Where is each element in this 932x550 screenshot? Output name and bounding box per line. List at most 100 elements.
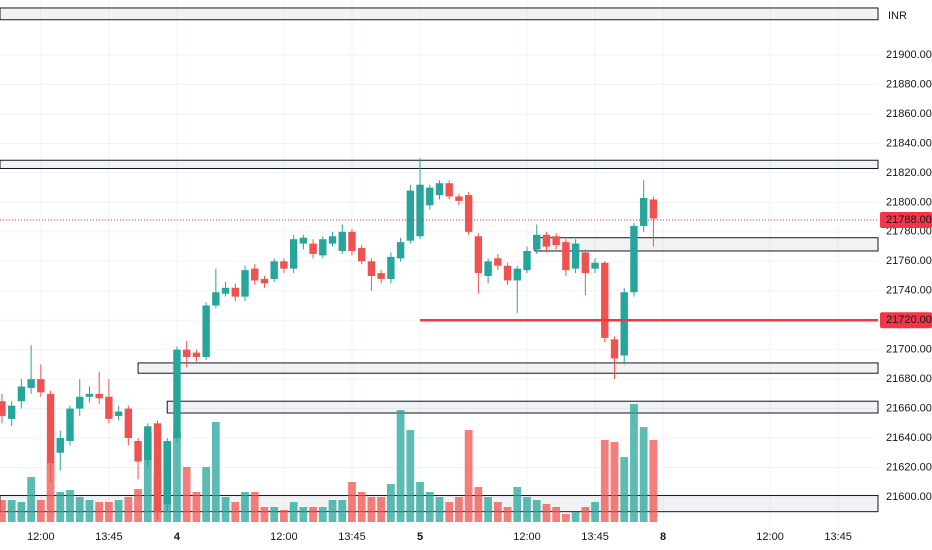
candle-body bbox=[260, 278, 269, 284]
candle-body bbox=[523, 250, 531, 271]
volume-bar bbox=[493, 502, 502, 522]
candle-body bbox=[358, 248, 366, 262]
candle-body bbox=[144, 426, 152, 461]
candle-body bbox=[396, 242, 405, 259]
volume-bar bbox=[260, 507, 269, 522]
last-price-label: 21788.00 bbox=[886, 214, 932, 226]
candle-body bbox=[513, 268, 521, 281]
candle-body bbox=[37, 379, 45, 393]
y-tick-label: 21900.00 bbox=[886, 49, 932, 61]
candle-body bbox=[503, 265, 512, 281]
volume-bar bbox=[134, 489, 142, 522]
x-tick-label: 13:45 bbox=[824, 531, 852, 543]
volume-bar bbox=[630, 404, 638, 522]
candle-body bbox=[202, 305, 210, 358]
candle-body bbox=[309, 243, 317, 254]
candle-body bbox=[299, 237, 308, 244]
volume-bar bbox=[105, 502, 113, 522]
volume-bar bbox=[416, 482, 424, 522]
zone bbox=[0, 159, 879, 169]
volume-bar bbox=[280, 510, 288, 522]
volume-bar bbox=[484, 497, 492, 522]
volume-bar bbox=[435, 497, 444, 522]
candle-body bbox=[212, 292, 220, 306]
zone bbox=[166, 400, 879, 414]
volume-bar bbox=[17, 502, 26, 522]
y-tick-label: 21780.00 bbox=[886, 226, 932, 238]
candle-body bbox=[221, 287, 230, 294]
candle-body bbox=[484, 261, 492, 277]
volume-bar bbox=[114, 500, 123, 522]
volume-bar bbox=[27, 477, 36, 522]
candle-body bbox=[562, 242, 570, 271]
x-tick-label: 5 bbox=[417, 531, 423, 543]
y-tick-label: 21880.00 bbox=[886, 78, 932, 90]
candle-body bbox=[95, 393, 103, 399]
candle-body bbox=[280, 261, 288, 269]
y-tick-label: 21840.00 bbox=[886, 137, 932, 149]
volume-bar bbox=[571, 512, 580, 522]
zone bbox=[534, 237, 879, 252]
volume-bar bbox=[513, 487, 522, 522]
candle-body bbox=[377, 273, 385, 279]
volume-bar bbox=[270, 507, 279, 522]
candle-body bbox=[231, 287, 239, 297]
candle-body bbox=[163, 440, 171, 505]
volume-bar bbox=[600, 440, 609, 522]
volume-bar bbox=[95, 502, 104, 522]
candle-body bbox=[85, 393, 94, 397]
volume-bar bbox=[7, 500, 16, 522]
y-tick-label: 21740.00 bbox=[886, 285, 932, 297]
volume-bar bbox=[328, 500, 337, 522]
volume-bar bbox=[124, 497, 133, 522]
candle-body bbox=[348, 231, 356, 251]
candle-body bbox=[338, 231, 346, 251]
volume-bar bbox=[396, 410, 405, 522]
y-tick-label: 21660.00 bbox=[886, 402, 932, 414]
candle-body bbox=[56, 438, 64, 453]
candle-body bbox=[426, 187, 434, 206]
y-tick-label: 21700.00 bbox=[886, 344, 932, 356]
candle-body bbox=[241, 270, 249, 297]
y-tick-label: 21600.00 bbox=[886, 491, 932, 503]
volume-bar bbox=[552, 507, 561, 522]
candle-body bbox=[27, 379, 35, 388]
level-label: 21720.00 bbox=[886, 314, 932, 326]
volume-bar bbox=[406, 430, 415, 522]
candle-body bbox=[630, 225, 638, 293]
candle-body bbox=[182, 349, 191, 358]
x-tick-label: 13:45 bbox=[338, 531, 366, 543]
level-label-box bbox=[880, 312, 932, 329]
volume-bar bbox=[532, 500, 541, 522]
zone bbox=[0, 7, 879, 21]
y-tick-label: 21860.00 bbox=[886, 108, 932, 120]
volume-bar bbox=[523, 497, 531, 522]
volume-bar bbox=[56, 492, 65, 522]
volume-bar bbox=[202, 467, 211, 522]
candle-body bbox=[134, 440, 142, 462]
x-tick-label: 4 bbox=[174, 531, 181, 543]
x-tick-label: 13:45 bbox=[95, 531, 123, 543]
volume-bar bbox=[338, 500, 347, 522]
volume-bar bbox=[211, 422, 220, 522]
volume-bar bbox=[591, 502, 599, 522]
volume-bar bbox=[231, 502, 240, 522]
volume-bar bbox=[250, 492, 259, 522]
volume-bar bbox=[46, 462, 55, 522]
y-tick-label: 21680.00 bbox=[886, 373, 932, 385]
x-tick-label: 12:00 bbox=[27, 531, 55, 543]
volume-bar bbox=[241, 492, 249, 522]
volume-bar bbox=[309, 507, 317, 522]
volume-bar bbox=[503, 507, 512, 522]
candle-body bbox=[7, 405, 16, 419]
y-tick-label: 21640.00 bbox=[886, 432, 932, 444]
candle-body bbox=[542, 234, 551, 247]
candle-body bbox=[46, 393, 55, 464]
x-tick-label: 12:00 bbox=[513, 531, 541, 543]
candle-body bbox=[455, 196, 463, 201]
volume-bar bbox=[66, 490, 74, 522]
y-tick-label: 21620.00 bbox=[886, 461, 932, 473]
volume-bar bbox=[649, 440, 658, 522]
y-tick-label: 21760.00 bbox=[886, 255, 932, 267]
